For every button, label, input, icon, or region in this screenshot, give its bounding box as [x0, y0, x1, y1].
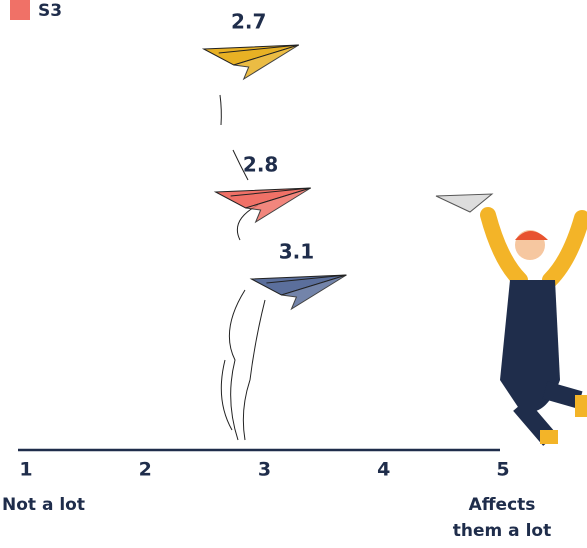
paper-plane	[249, 274, 347, 311]
value-label: 2.7	[231, 10, 266, 34]
x-max-label: Affects them a lot	[452, 495, 552, 541]
legend-label: S3	[38, 1, 62, 21]
trails	[219, 94, 266, 441]
value-label: 3.1	[279, 240, 314, 264]
x-tick-label: 2	[139, 459, 152, 481]
x-tick-label: 5	[496, 459, 509, 481]
paper-plane	[201, 44, 299, 81]
plane-fold	[218, 44, 299, 54]
plane-body	[233, 44, 299, 81]
legend-swatch	[10, 0, 30, 20]
plane-fold	[230, 187, 311, 197]
plane-body	[281, 274, 347, 311]
character	[435, 193, 587, 446]
x-tick-label: 3	[258, 459, 271, 481]
x-tick-label: 1	[19, 459, 32, 481]
plane-body	[245, 187, 311, 224]
plane-fold	[266, 274, 347, 284]
x-min-label: Not a lot	[2, 495, 85, 515]
value-label: 2.8	[243, 153, 278, 177]
x-tick-label: 4	[377, 459, 390, 481]
paper-plane	[213, 187, 311, 224]
